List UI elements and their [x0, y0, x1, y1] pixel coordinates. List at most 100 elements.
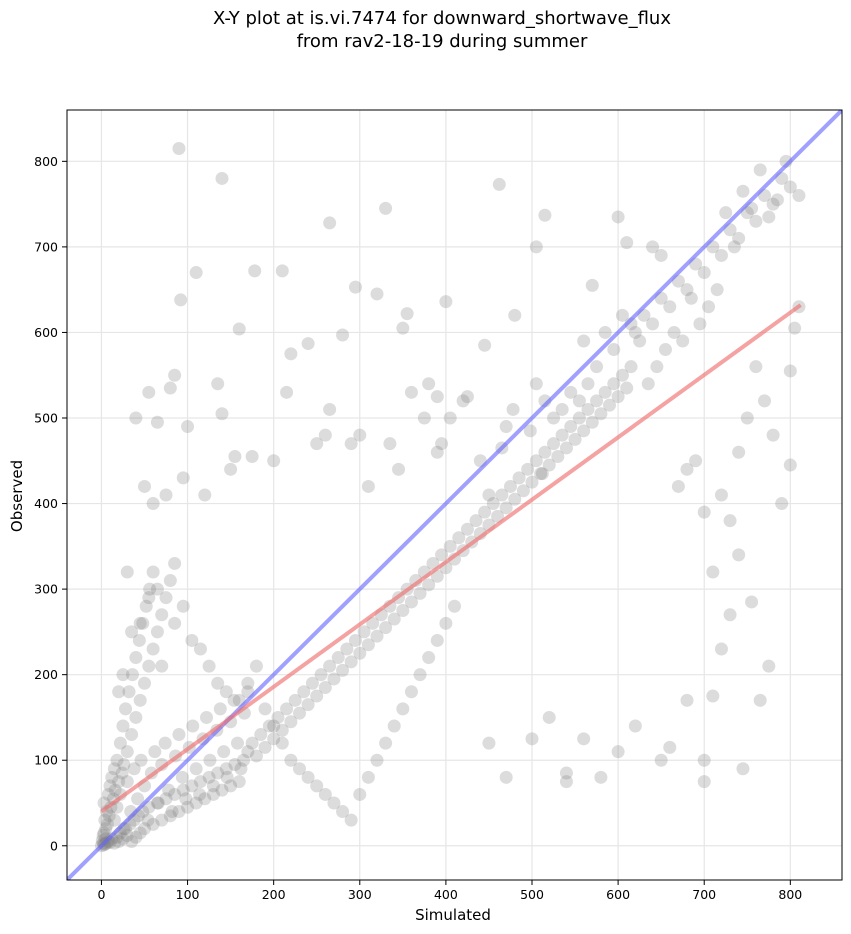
data-point: [366, 616, 380, 630]
data-point: [577, 732, 591, 746]
data-point: [753, 693, 767, 707]
data-point: [241, 745, 255, 759]
data-point: [120, 745, 134, 759]
data-point: [568, 432, 582, 446]
data-point: [301, 337, 315, 351]
data-point: [749, 214, 763, 228]
data-point: [641, 377, 655, 391]
data-point: [206, 787, 220, 801]
data-point: [119, 702, 133, 716]
data-point: [684, 291, 698, 305]
data-point: [508, 308, 522, 322]
data-point: [577, 334, 591, 348]
data-point: [211, 377, 225, 391]
data-point: [523, 424, 537, 438]
reference-lines: [67, 110, 842, 880]
data-point: [783, 364, 797, 378]
data-point: [559, 441, 573, 455]
data-point: [387, 719, 401, 733]
y-axis-label: Observed: [8, 460, 26, 532]
data-point: [108, 783, 122, 797]
data-point: [113, 736, 127, 750]
data-point: [783, 180, 797, 194]
data-point: [116, 832, 130, 846]
data-point: [129, 411, 143, 425]
data-point: [133, 616, 147, 630]
data-point: [258, 702, 272, 716]
data-point: [671, 479, 685, 493]
data-point: [727, 240, 741, 254]
data-point: [168, 616, 182, 630]
x-tick-label: 500: [520, 887, 544, 902]
data-point: [499, 501, 513, 515]
data-point: [758, 394, 771, 408]
data-point: [340, 642, 354, 656]
data-point: [159, 488, 173, 502]
data-point: [732, 231, 746, 245]
data-point: [719, 206, 733, 220]
data-point: [435, 437, 449, 451]
x-tick-label: 200: [262, 887, 286, 902]
data-point: [310, 437, 324, 451]
data-point: [732, 445, 746, 459]
data-point: [198, 488, 212, 502]
data-point: [200, 710, 213, 724]
data-point: [237, 753, 251, 767]
data-point: [301, 770, 315, 784]
data-point: [547, 411, 561, 425]
data-point: [693, 317, 707, 331]
data-point: [379, 736, 393, 750]
data-point: [172, 728, 186, 742]
data-point: [542, 458, 556, 472]
data-point: [706, 565, 720, 579]
chart-title-line-2: from rav2-18-19 during summer: [297, 31, 588, 52]
data-point: [125, 668, 139, 682]
data-point: [521, 462, 535, 476]
data-point: [478, 505, 492, 519]
data-point: [422, 377, 436, 391]
data-point: [127, 762, 141, 776]
data-point: [112, 685, 126, 699]
data-point: [198, 792, 212, 806]
data-point: [492, 177, 506, 191]
data-point: [323, 216, 337, 230]
data-point: [736, 184, 750, 198]
data-point: [101, 787, 115, 801]
data-point: [275, 736, 289, 750]
data-point: [585, 415, 599, 429]
data-point: [117, 758, 131, 771]
data-point: [215, 407, 229, 421]
data-point: [219, 762, 233, 776]
data-point: [105, 770, 119, 784]
data-point: [150, 625, 164, 639]
data-point: [559, 766, 573, 780]
data-point: [430, 633, 444, 647]
data-point: [740, 411, 754, 425]
regression-line: [100, 303, 802, 814]
data-point: [150, 796, 164, 810]
data-point: [142, 385, 156, 399]
data-point: [175, 770, 189, 784]
data-point: [624, 360, 638, 374]
data-point: [689, 454, 703, 468]
data-point: [110, 753, 124, 767]
data-point: [254, 728, 268, 742]
x-tick-label: 700: [692, 887, 716, 902]
data-point: [404, 385, 418, 399]
data-point: [133, 693, 147, 707]
data-point: [142, 591, 156, 605]
data-point: [525, 475, 539, 489]
data-point: [577, 424, 591, 438]
x-tick-label: 100: [176, 887, 200, 902]
data-point: [667, 325, 681, 339]
data-point: [762, 210, 776, 224]
data-point: [112, 835, 126, 848]
data-point: [572, 411, 586, 425]
data-point: [555, 402, 569, 416]
data-point: [676, 334, 690, 348]
data-point: [551, 450, 565, 463]
data-point: [129, 710, 143, 724]
data-point: [125, 728, 139, 742]
data-point: [745, 595, 759, 609]
